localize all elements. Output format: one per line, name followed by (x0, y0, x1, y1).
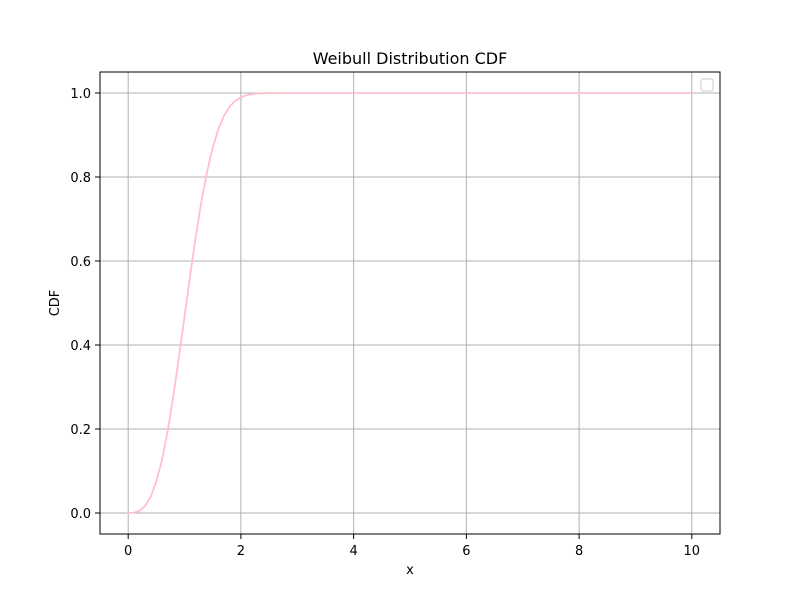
x-tick-label: 4 (349, 544, 357, 559)
x-tick-label: 6 (462, 544, 470, 559)
x-tick-label: 0 (124, 544, 132, 559)
y-tick-label: 0.8 (70, 171, 91, 186)
grid-lines (100, 72, 720, 534)
y-tick-label: 1.0 (70, 87, 91, 102)
y-axis-label: CDF (48, 290, 63, 317)
y-tick-label: 0.6 (70, 255, 91, 270)
x-tick-label: 10 (684, 544, 701, 559)
x-axis-label: x (406, 563, 414, 578)
legend-box (700, 78, 714, 92)
y-tick-label: 0.2 (70, 423, 91, 438)
plot-frame (99, 71, 721, 535)
chart-title: Weibull Distribution CDF (313, 49, 508, 68)
plot-area (100, 72, 720, 534)
legend (700, 78, 714, 92)
y-tick-label: 0.0 (70, 507, 91, 522)
x-tick-label: 8 (575, 544, 583, 559)
y-axis-ticks: 0.0 0.2 0.4 0.6 0.8 1.0 (70, 87, 100, 522)
x-tick-label: 2 (237, 544, 245, 559)
series-line-0 (127, 92, 693, 514)
x-axis-ticks: 0 2 4 6 8 10 (124, 534, 700, 559)
y-tick-label: 0.4 (70, 339, 91, 354)
series-layer (127, 92, 693, 514)
